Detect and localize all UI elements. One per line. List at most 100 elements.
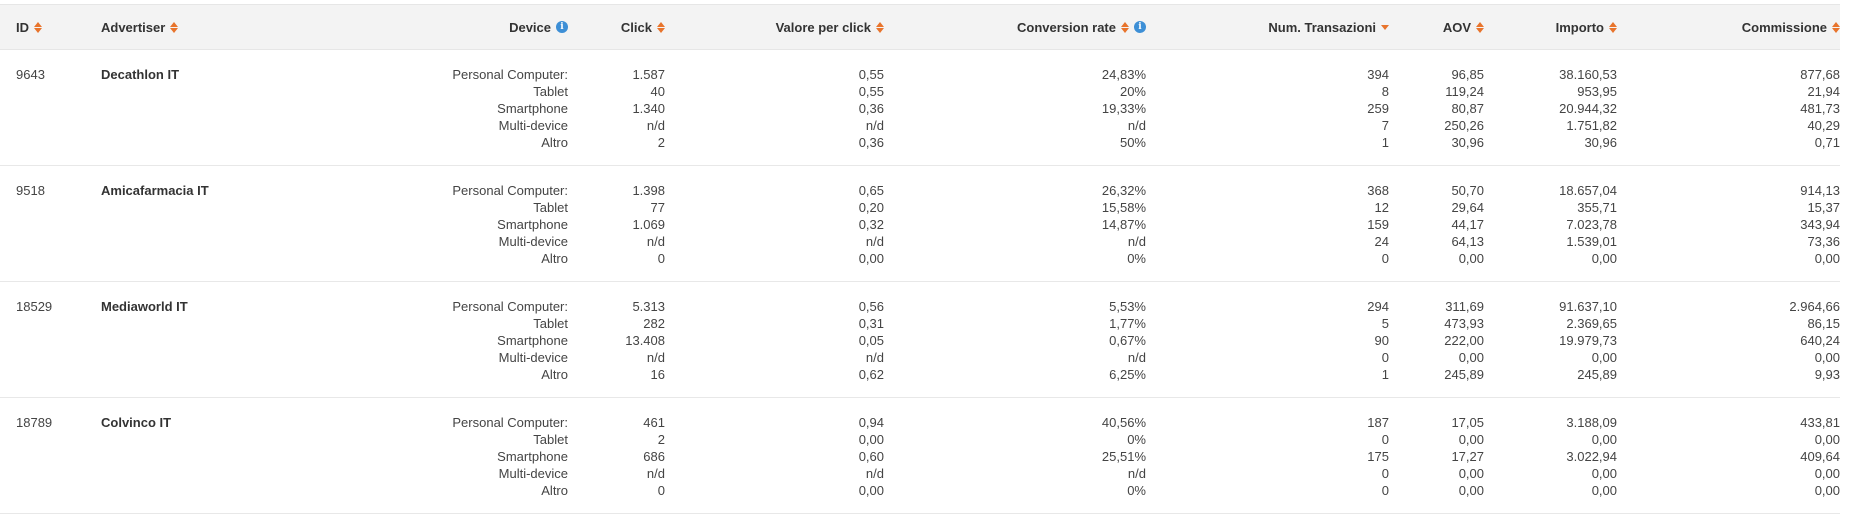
valore-per-click-cell-value: n/d	[865, 466, 884, 481]
aov-cell-value: 311,69	[1445, 299, 1484, 314]
conversion-rate-cell-value: 50%	[1119, 135, 1146, 150]
importo-cell-value: 18.657,04	[1559, 183, 1617, 198]
num-transazioni-cell-value: 368	[1367, 183, 1389, 198]
sort-both-icon[interactable]	[170, 21, 179, 33]
device-cell-value: Personal Computer:	[452, 67, 568, 82]
click-cell-value: 5.313	[632, 299, 665, 314]
valore-per-click-cell-value: 0,60	[858, 449, 884, 464]
device-cell-value: Tablet	[533, 200, 568, 215]
sort-both-icon[interactable]	[1476, 21, 1484, 33]
info-icon[interactable]: i	[556, 21, 568, 33]
column-header-label: ID	[16, 19, 29, 35]
conversion-rate-cell-value: n/d	[1127, 234, 1146, 249]
column-header-conversion-rate[interactable]: Conversion rate i	[884, 4, 1146, 50]
info-icon[interactable]: i	[1134, 21, 1146, 33]
valore-per-click-cell: 0,94 0,00 0,60 n/d 0,00	[665, 397, 884, 514]
importo-cell-value: 38.160,53	[1559, 67, 1617, 82]
commissione-cell: 877,68 21,94 481,73 40,29 0,71	[1617, 49, 1840, 166]
column-header-num-transazioni[interactable]: Num. Transazioni	[1146, 4, 1389, 50]
click-cell: 1.398 77 1.069 n/d 0	[568, 165, 665, 282]
column-header-importo[interactable]: Importo	[1484, 4, 1617, 50]
num-transazioni-cell-value: 294	[1367, 299, 1389, 314]
aov-cell-value: 0,00	[1458, 483, 1484, 498]
num-transazioni-cell-value: 187	[1367, 415, 1389, 430]
column-header-label: Conversion rate	[1017, 19, 1116, 35]
device-cell-value: Personal Computer:	[452, 299, 568, 314]
importo-cell-value: 0,00	[1591, 251, 1617, 266]
column-header-click[interactable]: Click	[568, 4, 665, 50]
advertiser-name: Decathlon IT	[101, 67, 180, 82]
column-header-id[interactable]: ID	[0, 4, 101, 50]
commissione-cell-value: 0,00	[1814, 483, 1840, 498]
advertiser-id: 9518	[16, 183, 45, 198]
column-header-label: Valore per click	[775, 19, 871, 35]
advertiser-device-table: ID Advertiser Device i Click Valore per c…	[0, 4, 1840, 514]
device-cell-value: Multi-device	[498, 118, 568, 133]
device-cell-value: Tablet	[533, 316, 568, 331]
conversion-rate-cell: 24,83% 20% 19,33% n/d 50%	[884, 49, 1146, 166]
device-cell: Personal Computer: Tablet Smartphone Multi-…	[241, 281, 568, 398]
commissione-cell-value: 343,94	[1800, 217, 1840, 232]
sort-both-icon[interactable]	[34, 21, 42, 33]
aov-cell-value: 245,89	[1444, 367, 1484, 382]
num-transazioni-cell-value: 394	[1367, 67, 1389, 82]
importo-cell-value: 0,00	[1591, 350, 1617, 365]
num-transazioni-cell-value: 175	[1367, 449, 1389, 464]
commissione-cell-value: 877,68	[1800, 67, 1840, 82]
column-header-aov[interactable]: AOV	[1389, 4, 1484, 50]
column-header-commissione[interactable]: Commissione	[1617, 4, 1840, 50]
click-cell-value: 0	[657, 251, 665, 266]
num-transazioni-cell-value: 5	[1381, 316, 1389, 331]
commissione-cell-value: 481,73	[1800, 101, 1840, 116]
commissione-cell-value: 0,00	[1814, 251, 1840, 266]
aov-cell-value: 0,00	[1458, 251, 1484, 266]
valore-per-click-cell-value: 0,32	[858, 217, 884, 232]
num-transazioni-cell-value: 90	[1374, 333, 1389, 348]
column-header-label: Advertiser	[101, 19, 166, 35]
conversion-rate-cell-value: 25,51%	[1101, 449, 1146, 464]
click-cell-value: 2	[657, 432, 665, 447]
sort-both-icon[interactable]	[876, 21, 884, 33]
device-cell-value: Smartphone	[497, 217, 568, 232]
conversion-rate-cell-value: 19,33%	[1101, 101, 1146, 116]
num-transazioni-cell-value: 259	[1367, 101, 1389, 116]
column-header-valore-per-click[interactable]: Valore per click	[665, 4, 884, 50]
aov-cell-value: 29,64	[1451, 200, 1484, 215]
sort-both-icon[interactable]	[1121, 21, 1129, 33]
sort-desc-icon[interactable]	[1381, 21, 1389, 33]
advertiser-cell: Amicafarmacia IT	[101, 165, 241, 282]
valore-per-click-cell-value: 0,20	[858, 200, 884, 215]
importo-cell: 91.637,10 2.369,65 19.979,73 0,00 245,89	[1484, 281, 1617, 398]
device-cell-value: Altro	[541, 251, 568, 266]
num-transazioni-cell-value: 159	[1367, 217, 1389, 232]
importo-cell-value: 30,96	[1584, 135, 1617, 150]
commissione-cell-value: 914,13	[1800, 183, 1840, 198]
column-header-label: Importo	[1555, 19, 1604, 35]
valore-per-click-cell-value: n/d	[865, 118, 884, 133]
click-cell-value: n/d	[646, 350, 665, 365]
column-header-advertiser[interactable]: Advertiser	[101, 4, 241, 50]
commissione-cell: 2.964,66 86,15 640,24 0,00 9,93	[1617, 281, 1840, 398]
sort-both-icon[interactable]	[1832, 21, 1840, 33]
aov-cell-value: 473,93	[1444, 316, 1484, 331]
click-cell-value: 2	[657, 135, 665, 150]
device-cell-value: Personal Computer:	[452, 183, 568, 198]
commissione-cell-value: 0,00	[1814, 466, 1840, 481]
valore-per-click-cell-value: 0,05	[858, 333, 884, 348]
device-cell: Personal Computer: Tablet Smartphone Multi-…	[241, 165, 568, 282]
num-transazioni-cell: 394 8 259 7 1	[1146, 49, 1389, 166]
importo-cell-value: 19.979,73	[1559, 333, 1617, 348]
commissione-cell-value: 40,29	[1807, 118, 1840, 133]
advertiser-id: 9643	[16, 67, 45, 82]
importo-cell-value: 0,00	[1591, 466, 1617, 481]
column-header-label: AOV	[1442, 19, 1471, 35]
sort-both-icon[interactable]	[657, 21, 665, 33]
table-row: 18789 Colvinco IT Personal Computer: Tablet…	[0, 397, 1840, 514]
aov-cell: 17,05 0,00 17,27 0,00 0,00	[1389, 397, 1484, 514]
commissione-cell-value: 15,37	[1807, 200, 1840, 215]
valore-per-click-cell-value: 0,62	[858, 367, 884, 382]
conversion-rate-cell-value: n/d	[1127, 350, 1146, 365]
num-transazioni-cell-value: 0	[1381, 466, 1389, 481]
advertiser-cell: Colvinco IT	[101, 397, 241, 514]
sort-both-icon[interactable]	[1609, 21, 1617, 33]
